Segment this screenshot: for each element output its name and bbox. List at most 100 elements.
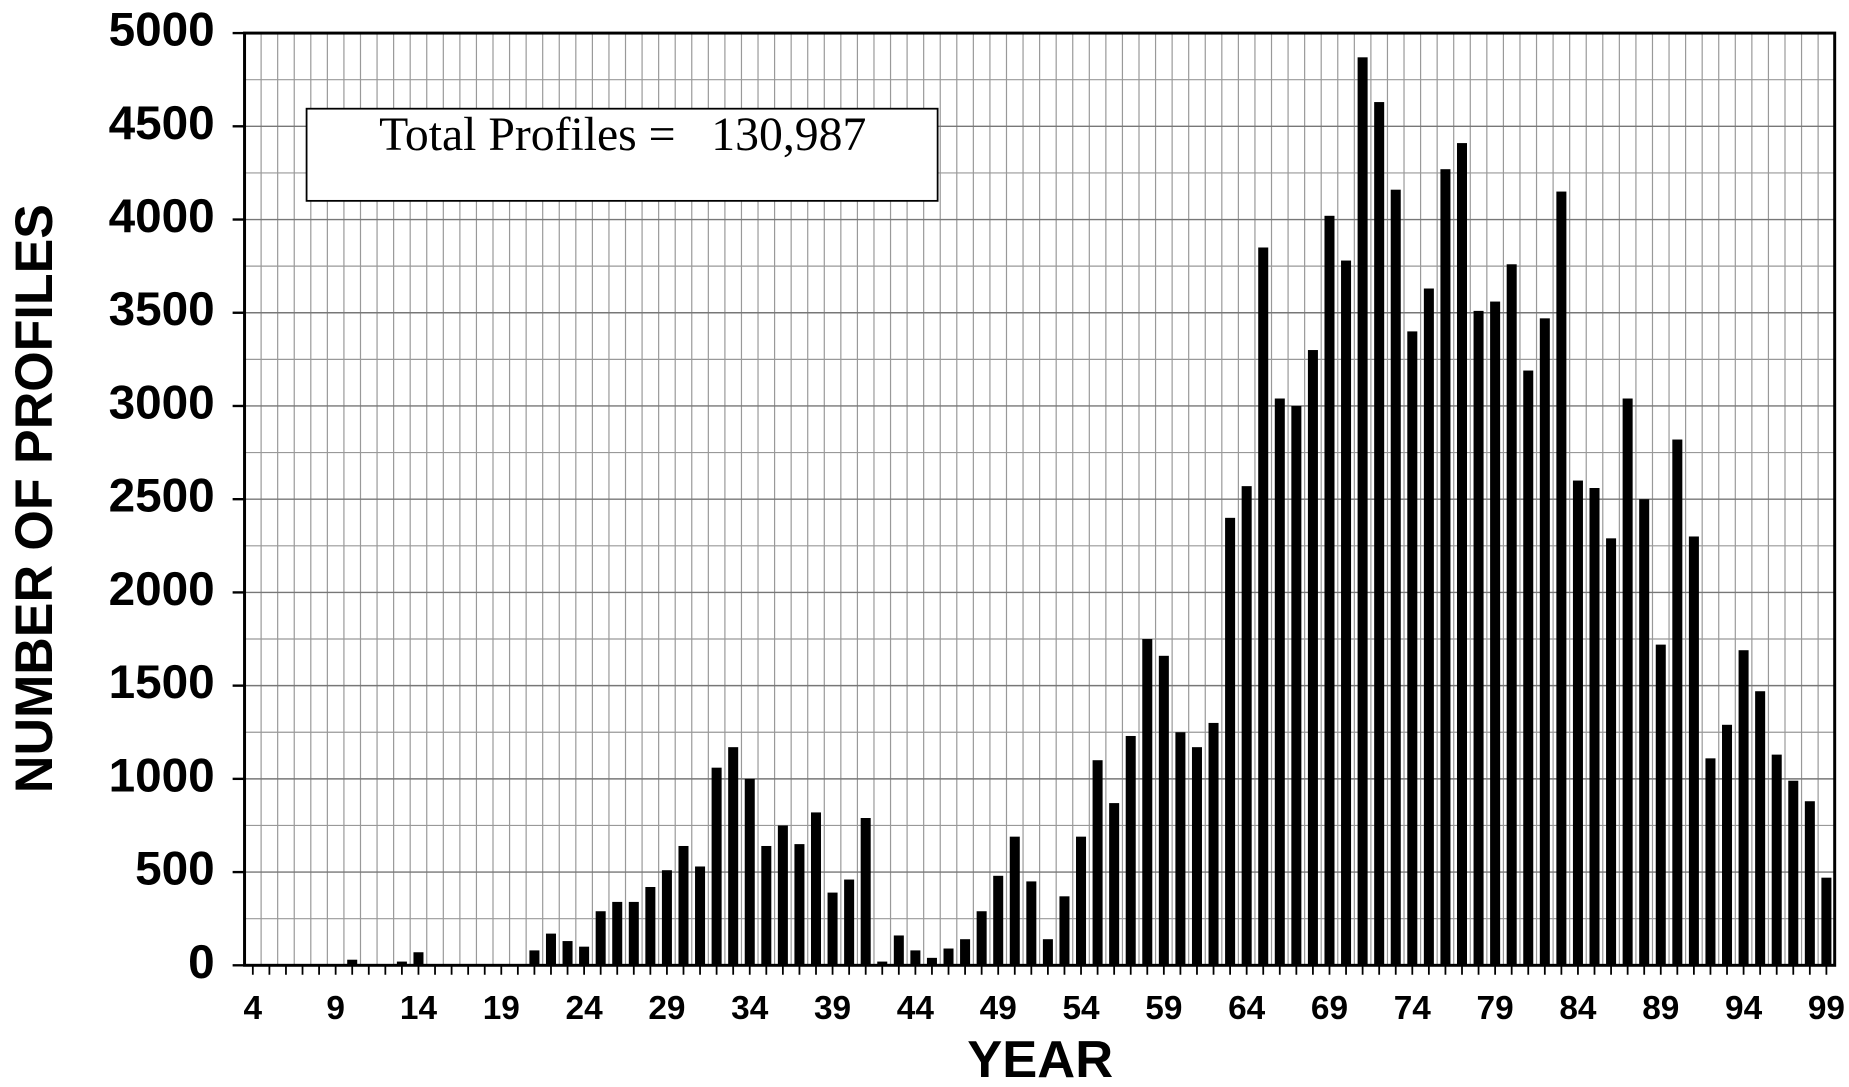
bar <box>1059 896 1070 966</box>
bar <box>1158 655 1169 966</box>
bar <box>1523 370 1534 966</box>
bar <box>595 911 606 966</box>
x-tick-label: 29 <box>648 990 685 1027</box>
x-tick-label: 34 <box>731 990 769 1027</box>
bar <box>1258 247 1269 966</box>
bar <box>1473 310 1484 966</box>
bar <box>1622 398 1633 966</box>
bar <box>943 948 954 966</box>
y-tick-label: 1000 <box>109 750 215 803</box>
y-tick-label: 500 <box>135 843 215 896</box>
bar <box>1109 803 1120 966</box>
bar <box>562 941 573 966</box>
bar <box>1175 732 1186 966</box>
x-tick-label: 24 <box>566 990 604 1027</box>
bar <box>1606 538 1617 966</box>
bar <box>1490 301 1501 966</box>
bar <box>1572 480 1583 966</box>
bar <box>794 844 805 966</box>
bar <box>1125 735 1136 966</box>
bar <box>1407 331 1418 966</box>
bar <box>827 892 838 966</box>
bar <box>1026 881 1037 966</box>
x-tick-label: 49 <box>980 990 1017 1027</box>
bar <box>1076 836 1087 966</box>
y-tick-label: 2500 <box>109 470 215 523</box>
bar <box>1009 836 1020 966</box>
bar <box>1241 486 1252 966</box>
bar <box>893 935 904 966</box>
bar <box>844 879 855 966</box>
bar <box>1225 517 1236 966</box>
y-tick-label: 1500 <box>109 656 215 709</box>
bar <box>1722 724 1733 966</box>
bar <box>1738 650 1749 966</box>
x-tick-label: 54 <box>1062 990 1100 1027</box>
x-tick-label: 19 <box>483 990 520 1027</box>
x-tick-label: 44 <box>897 990 935 1027</box>
bar <box>1639 499 1650 966</box>
x-axis-label: YEAR <box>967 1031 1113 1087</box>
bar <box>976 911 987 966</box>
bar <box>1042 939 1053 966</box>
bar <box>695 866 706 966</box>
y-tick-label: 2000 <box>109 563 215 616</box>
bar <box>1208 722 1219 966</box>
bar <box>678 845 689 966</box>
x-tick-label: 59 <box>1145 990 1182 1027</box>
bar <box>1688 536 1699 966</box>
bar <box>1440 169 1451 966</box>
bar <box>860 818 871 966</box>
x-tick-label: 64 <box>1228 990 1266 1027</box>
bar <box>761 845 772 966</box>
x-tick-label: 84 <box>1559 990 1597 1027</box>
bar <box>1672 439 1683 966</box>
bar <box>1092 760 1103 966</box>
bar <box>1456 143 1468 966</box>
bar <box>628 901 639 966</box>
bar <box>993 875 1004 966</box>
bar <box>1374 102 1385 966</box>
bar <box>645 886 656 966</box>
bar <box>661 870 672 966</box>
bar <box>1655 644 1666 966</box>
bar <box>1357 57 1368 966</box>
bar <box>1804 801 1815 966</box>
bar <box>1755 691 1766 966</box>
bar <box>1506 264 1517 966</box>
x-tick-label: 94 <box>1725 990 1763 1027</box>
bar <box>926 957 937 966</box>
y-axis-label: NUMBER OF PROFILES <box>6 204 64 793</box>
bar <box>744 778 755 966</box>
x-tick-label: 79 <box>1477 990 1514 1027</box>
bar <box>1307 350 1318 966</box>
bar <box>960 939 971 966</box>
x-tick-label: 39 <box>814 990 851 1027</box>
bar <box>1423 288 1434 966</box>
bar <box>1556 191 1567 966</box>
bar <box>1324 215 1335 966</box>
y-tick-label: 3500 <box>109 283 215 336</box>
y-tick-label: 3000 <box>109 377 215 430</box>
bar <box>396 961 407 966</box>
bar <box>810 812 822 966</box>
bar <box>1705 758 1716 966</box>
x-tick-label: 99 <box>1808 990 1845 1027</box>
annotation: Total Profiles = 130,987 <box>379 109 866 161</box>
bar <box>777 825 788 966</box>
x-tick-label: 4 <box>244 990 263 1027</box>
bar <box>910 950 921 966</box>
bar <box>413 952 424 966</box>
bar <box>612 901 623 966</box>
y-tick-label: 5000 <box>109 4 215 57</box>
bar <box>1291 405 1302 966</box>
bar <box>1274 398 1285 966</box>
bar <box>1191 747 1202 966</box>
bar <box>1771 754 1782 966</box>
bar <box>1539 318 1550 966</box>
x-tick-label: 9 <box>326 990 345 1027</box>
bar <box>1390 189 1401 966</box>
bar <box>529 950 540 966</box>
bar <box>1341 260 1352 966</box>
